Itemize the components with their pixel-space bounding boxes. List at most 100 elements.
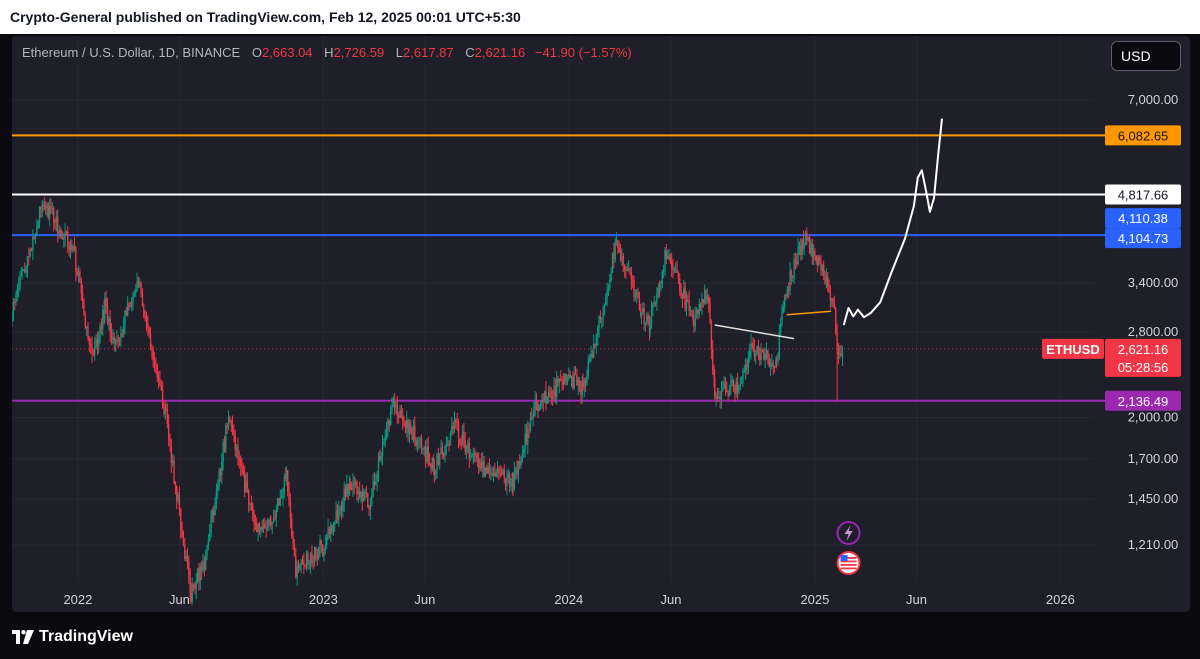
candle-body <box>237 446 239 459</box>
candle-body <box>109 318 111 333</box>
candle-body <box>432 458 435 467</box>
candle-body <box>323 551 325 556</box>
candle-body <box>566 378 569 382</box>
candle-body <box>33 236 35 240</box>
candle-body <box>438 454 441 466</box>
candle-body <box>597 327 599 336</box>
candle-body <box>29 248 31 257</box>
candle-body <box>34 234 37 240</box>
us-flag-stripe <box>840 567 857 570</box>
candle-body <box>396 404 399 416</box>
candle-body <box>268 519 270 527</box>
candle-body <box>475 454 477 456</box>
candle-body <box>270 521 272 525</box>
candle-body <box>807 237 809 241</box>
candle-body <box>262 523 265 530</box>
candle-body <box>720 391 723 401</box>
candle-body <box>21 271 23 273</box>
projection-path <box>842 118 943 326</box>
candle-body <box>206 546 208 558</box>
candle-body <box>71 244 73 251</box>
candle-body <box>214 502 216 516</box>
candle-body <box>719 396 721 401</box>
candle-body <box>835 308 837 334</box>
candle-body <box>437 453 440 466</box>
level-price-label: 4,110.38 <box>1118 211 1168 226</box>
x-tick-label: 2023 <box>309 592 338 607</box>
candle-body <box>404 423 407 429</box>
candle-body <box>196 568 199 581</box>
candle-body <box>535 401 538 403</box>
candle-body <box>210 517 212 534</box>
candle-body <box>681 297 684 299</box>
price-chart[interactable]: 7,000.00 3,400.00 2,800.00 2,000.00 1,700.00… <box>12 36 1190 612</box>
candle-body <box>225 425 227 451</box>
candle-body <box>658 287 661 289</box>
candle-body <box>361 492 364 502</box>
candle-body <box>677 272 680 279</box>
candle-body <box>186 556 189 563</box>
candle-body <box>821 264 824 271</box>
candle-body <box>148 328 150 334</box>
candle-body <box>58 233 60 235</box>
candle-body <box>742 370 744 383</box>
candle-body <box>565 373 567 382</box>
candle-body <box>539 404 542 406</box>
candle-body <box>610 271 612 281</box>
candle-body <box>502 469 504 475</box>
candle-body <box>804 232 807 245</box>
candle-body <box>192 584 195 586</box>
candle-body <box>710 321 713 350</box>
candle-body <box>757 346 760 354</box>
candle-body <box>523 449 525 453</box>
candle-body <box>412 425 415 440</box>
candle-body <box>479 462 481 469</box>
us-flag-stripe <box>840 564 857 566</box>
y-tick-label: 2,800.00 <box>1128 324 1179 339</box>
candle-body <box>455 419 457 423</box>
x-tick-label: Jun <box>906 592 927 607</box>
candle-body <box>51 207 54 209</box>
candle-body <box>434 470 437 475</box>
candle-body <box>165 407 167 410</box>
candle-body <box>487 466 489 473</box>
candle-body <box>764 354 766 360</box>
candle-body <box>26 255 29 269</box>
candle-body <box>514 469 517 472</box>
candle-body <box>714 377 716 397</box>
candle-body <box>751 343 754 346</box>
candle-body <box>722 389 724 392</box>
candle-body <box>654 302 657 304</box>
candle-body <box>702 299 704 304</box>
y-tick-label: 7,000.00 <box>1128 92 1179 107</box>
candle-body <box>153 360 156 365</box>
candle-body <box>89 343 92 347</box>
candle-body <box>753 349 756 357</box>
candle-body <box>95 339 97 347</box>
candle-body <box>261 527 263 530</box>
candle-body <box>94 346 96 355</box>
currency-button[interactable]: USD <box>1111 41 1181 71</box>
chart-panel[interactable]: 7,000.00 3,400.00 2,800.00 2,000.00 1,700.00… <box>12 36 1190 612</box>
candle-body <box>633 280 635 297</box>
candle-body <box>644 322 647 324</box>
candle-body <box>825 276 828 283</box>
candle-body <box>79 271 81 282</box>
candle-body <box>586 375 588 384</box>
candle-body <box>135 291 137 293</box>
candle-body <box>449 432 452 445</box>
tradingview-logo[interactable]: TradingView <box>12 628 133 646</box>
candle-body <box>188 562 190 578</box>
candle-body <box>494 472 496 477</box>
candle-body <box>665 250 668 259</box>
candle-body <box>808 237 811 254</box>
candle-body <box>716 396 719 399</box>
candle-body <box>166 409 169 425</box>
close-key: C <box>465 45 475 60</box>
candle-body <box>195 580 197 589</box>
candle-body <box>626 269 629 271</box>
candle-body <box>760 350 762 361</box>
candle-body <box>672 268 674 271</box>
candle-body <box>595 335 598 346</box>
candle-body <box>41 205 43 210</box>
